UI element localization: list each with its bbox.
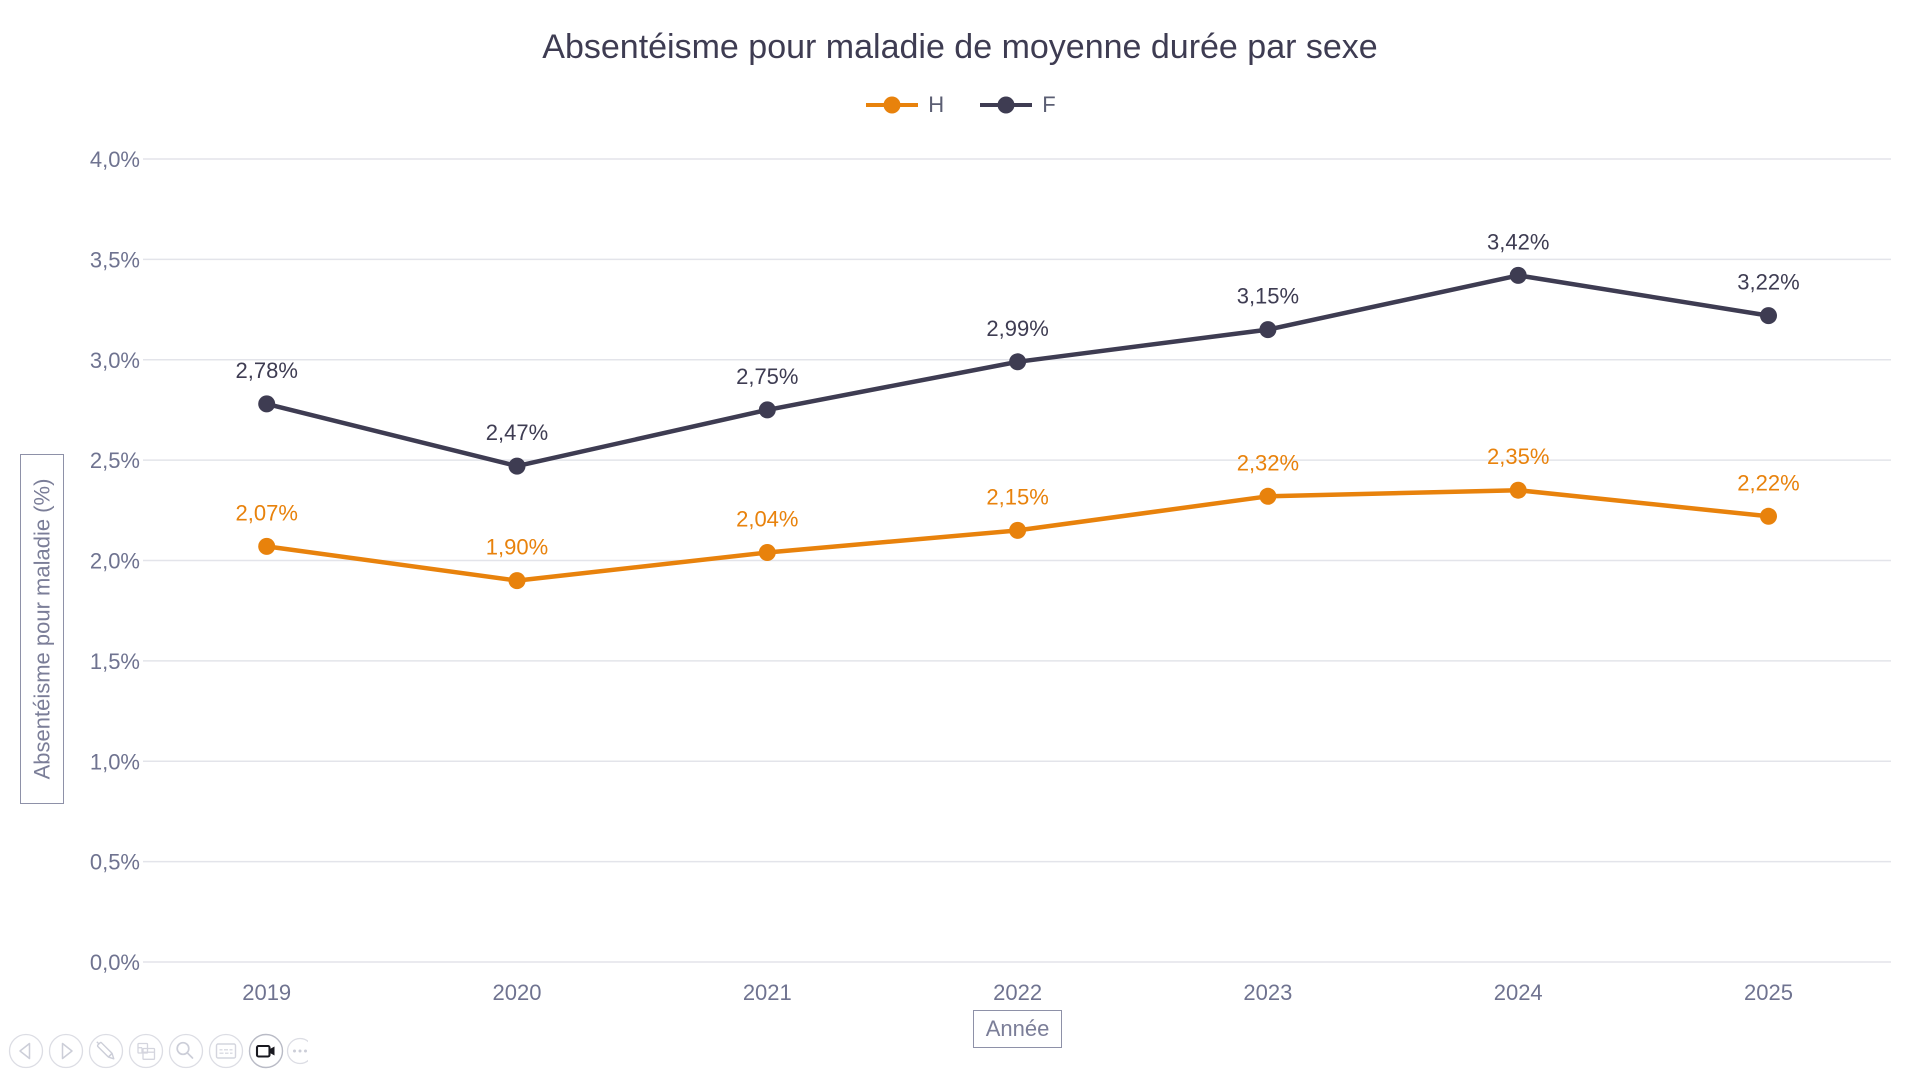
svg-text:2024: 2024 <box>1494 980 1543 1005</box>
svg-text:0,5%: 0,5% <box>90 850 140 875</box>
svg-text:2,0%: 2,0% <box>90 549 140 574</box>
svg-text:3,15%: 3,15% <box>1237 284 1299 309</box>
svg-text:0,0%: 0,0% <box>90 950 140 975</box>
svg-text:2,22%: 2,22% <box>1737 470 1799 495</box>
svg-text:3,0%: 3,0% <box>90 348 140 373</box>
svg-text:2023: 2023 <box>1243 980 1292 1005</box>
svg-text:2022: 2022 <box>993 980 1042 1005</box>
svg-text:2020: 2020 <box>493 980 542 1005</box>
svg-text:2,15%: 2,15% <box>986 484 1048 509</box>
svg-text:2,99%: 2,99% <box>986 316 1048 341</box>
svg-text:2,07%: 2,07% <box>236 500 298 525</box>
svg-text:2,75%: 2,75% <box>736 364 798 389</box>
svg-text:1,90%: 1,90% <box>486 535 548 560</box>
svg-text:2,78%: 2,78% <box>236 358 298 383</box>
svg-text:2,04%: 2,04% <box>736 507 798 532</box>
svg-text:2021: 2021 <box>743 980 792 1005</box>
svg-text:2,35%: 2,35% <box>1487 444 1549 469</box>
svg-text:3,42%: 3,42% <box>1487 229 1549 254</box>
svg-text:3,22%: 3,22% <box>1737 270 1799 295</box>
svg-text:3,5%: 3,5% <box>90 247 140 272</box>
svg-text:1,5%: 1,5% <box>90 649 140 674</box>
svg-text:1,0%: 1,0% <box>90 749 140 774</box>
svg-text:4,0%: 4,0% <box>90 147 140 172</box>
svg-text:2025: 2025 <box>1744 980 1793 1005</box>
svg-text:2,47%: 2,47% <box>486 420 548 445</box>
svg-text:2,5%: 2,5% <box>90 448 140 473</box>
svg-text:2019: 2019 <box>242 980 291 1005</box>
svg-text:2,32%: 2,32% <box>1237 450 1299 475</box>
